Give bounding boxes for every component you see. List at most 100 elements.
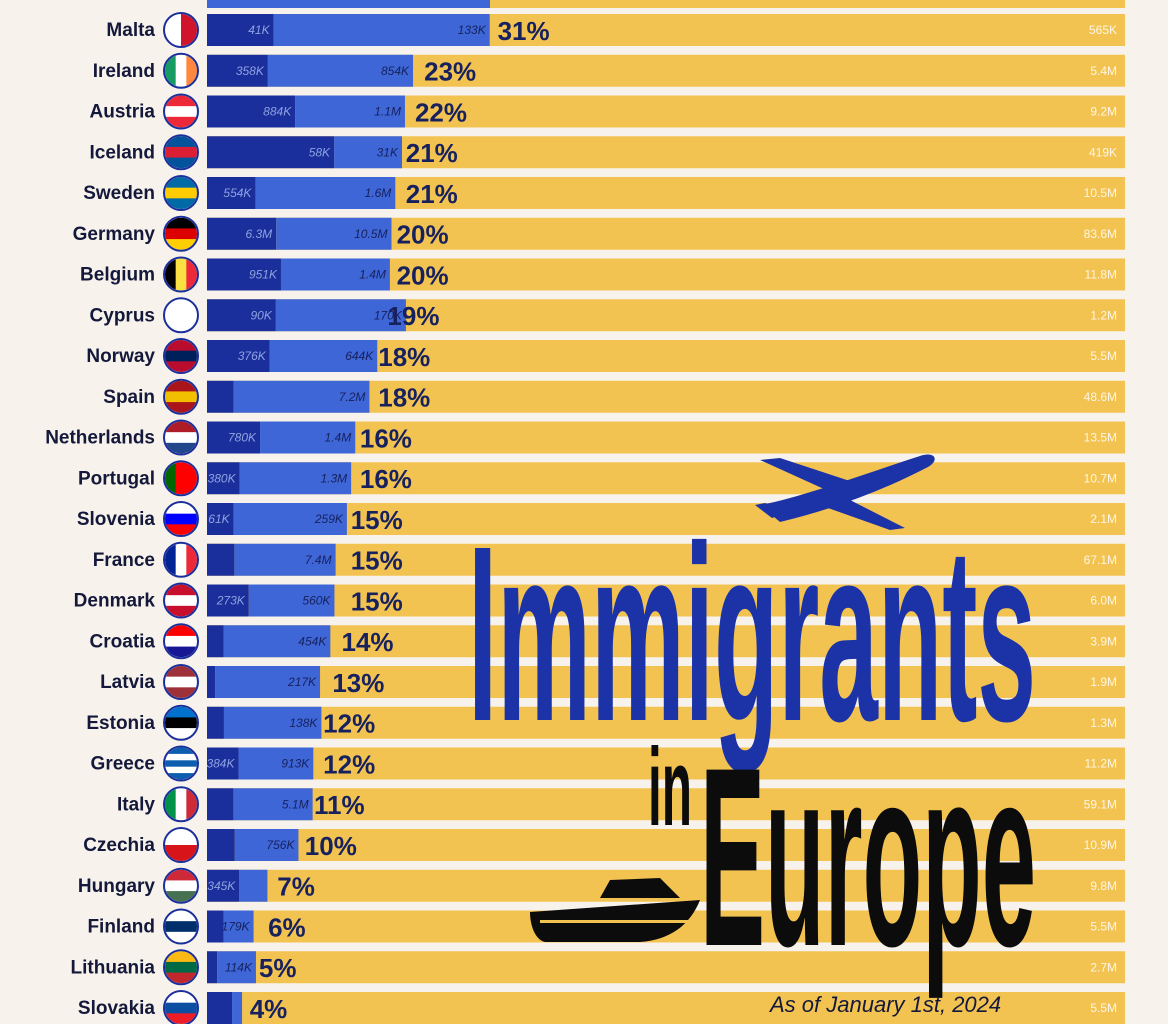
flag-stripe <box>165 910 197 922</box>
population-label: 83.6M <box>1084 227 1117 241</box>
population-label: 9.8M <box>1090 879 1117 893</box>
segment-label: 138K <box>289 716 318 730</box>
flag-stripe <box>165 402 197 413</box>
flag-stripe <box>165 931 197 943</box>
population-bar <box>207 706 1125 739</box>
flag-stripe <box>165 706 197 718</box>
flag-ring <box>163 419 199 456</box>
flag-stripe <box>165 258 177 291</box>
segment-bar <box>234 543 336 576</box>
share-label: 10% <box>305 831 357 861</box>
segment-bar <box>207 829 235 861</box>
share-label: 5% <box>259 953 297 983</box>
country-label: Slovenia <box>77 509 156 530</box>
segment-bar <box>223 706 322 739</box>
flag-stripe <box>165 54 177 87</box>
segment-label: 114K <box>225 960 253 974</box>
flag-stripe <box>165 228 197 240</box>
segment-label: 58K <box>309 145 331 159</box>
flag-stripe <box>165 921 197 933</box>
cut-off-row <box>207 0 490 8</box>
population-label: 2.1M <box>1090 512 1117 526</box>
flag-ring <box>163 460 199 497</box>
share-label: 6% <box>268 912 306 942</box>
segment-label: 644K <box>345 349 374 363</box>
flag-ring <box>163 582 199 619</box>
segment-bar <box>255 177 396 209</box>
population-bar <box>207 421 1125 454</box>
flag-stripe <box>165 595 197 607</box>
flag-stripe <box>165 584 197 596</box>
segment-bar <box>207 299 276 332</box>
segment-label: 1.4M <box>359 268 386 282</box>
flag-stripe <box>165 728 197 739</box>
country-label: Greece <box>91 754 155 775</box>
flag-stripe <box>165 315 197 332</box>
segment-bar <box>217 951 256 984</box>
flag-ring <box>163 52 199 89</box>
segment-bar <box>234 829 299 861</box>
segment-bar <box>207 217 277 250</box>
flag-stripe <box>165 753 197 761</box>
segment-label: 358K <box>236 64 265 78</box>
flag-stripe <box>165 717 197 729</box>
segment-bar <box>207 380 234 413</box>
population-bar <box>207 584 1125 617</box>
title-block: Immigrants in Europe As of January 1st, … <box>468 454 1036 1017</box>
flag-stripe <box>186 543 197 576</box>
segment-bar <box>207 869 240 902</box>
segment-bar <box>207 625 224 658</box>
flag-stripe <box>165 513 197 525</box>
plane-icon <box>755 454 935 530</box>
segment-bar <box>207 788 234 821</box>
flag-stripe <box>165 95 197 107</box>
population-bar <box>207 543 1125 576</box>
country-label: Austria <box>90 102 156 123</box>
country-label: Netherlands <box>45 428 155 449</box>
country-label: Italy <box>117 794 155 815</box>
segment-label: 1.4M <box>325 431 352 445</box>
flag-stripe <box>165 951 197 963</box>
cut-off-row <box>207 0 1125 8</box>
flag-stripe <box>175 258 187 291</box>
flag-stripe <box>165 421 197 433</box>
population-label: 6.0M <box>1090 594 1117 608</box>
population-label: 419K <box>1089 145 1117 159</box>
segment-label: 951K <box>249 268 278 282</box>
flag-ring <box>163 623 199 660</box>
segment-bar <box>280 258 390 291</box>
country-label: Cyprus <box>90 305 155 326</box>
flag-stripe <box>165 340 197 352</box>
population-label: 565K <box>1089 23 1117 37</box>
segment-bar <box>233 380 370 413</box>
segment-label: 217K <box>287 675 317 689</box>
segment-label: 756K <box>266 838 295 852</box>
segment-bar <box>238 747 314 780</box>
population-label: 67.1M <box>1084 553 1117 567</box>
population-label: 1.9M <box>1090 675 1117 689</box>
segment-bar <box>207 136 335 169</box>
rows: Malta 565K 41K 133K 31% Ireland 5.4M 358K 854K 23… <box>45 12 1125 1024</box>
share-label: 18% <box>378 383 430 413</box>
segment-label: 380K <box>208 471 237 485</box>
country-label: Estonia <box>86 713 155 734</box>
segment-bar <box>207 747 239 780</box>
flag-stripe <box>165 961 197 974</box>
segment-bar <box>207 503 234 535</box>
segment-bar <box>207 421 261 454</box>
flag-stripe <box>186 788 197 821</box>
segment-bar <box>207 543 235 576</box>
segment-bar <box>207 14 274 46</box>
population-bar <box>207 666 1125 698</box>
segment-bar <box>207 992 233 1024</box>
population-label: 11.8M <box>1085 268 1117 282</box>
population-bar <box>207 625 1125 658</box>
segment-bar <box>273 14 490 46</box>
segment-label: 90K <box>250 308 272 322</box>
flag-ring <box>163 378 199 415</box>
segment-bar <box>207 54 268 87</box>
flag-ring <box>163 93 199 130</box>
flag-stripe <box>165 380 197 392</box>
flag-stripe <box>165 442 197 454</box>
share-label: 20% <box>397 220 449 250</box>
